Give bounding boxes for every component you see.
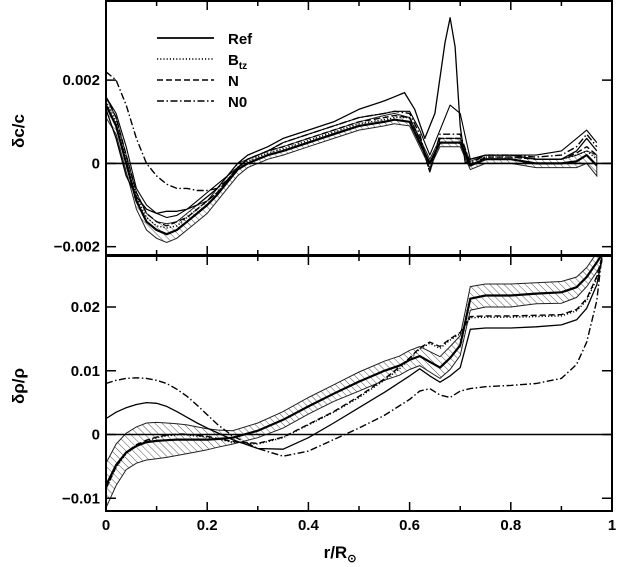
x-tick-label: 0.4: [298, 517, 320, 534]
x-axis-title-sub: ⊙: [347, 553, 356, 565]
y-tick-label: 0.01: [71, 363, 100, 380]
legend-label-text: B: [228, 52, 239, 69]
y-axis-title: δρ/ρ: [9, 368, 28, 404]
series-line-extra-5: [106, 96, 598, 219]
series-line-ref: [106, 104, 598, 236]
y-axis: −0.002 0 0.002: [54, 1, 613, 256]
y-tick-label: −0.01: [62, 490, 100, 507]
x-tick-label: 0: [102, 517, 110, 534]
y-tick-label: 0.02: [71, 299, 100, 316]
legend-label-ref: Ref: [228, 31, 253, 48]
legend-label-n: N: [228, 73, 239, 90]
legend-label-text: N: [228, 73, 239, 90]
x-tick-label: 0.6: [399, 517, 420, 534]
series-line-extra-4: [106, 259, 603, 450]
y-axis-title: δc/c: [9, 114, 28, 148]
y-axis: −0.01 0 0.01 0.02: [62, 299, 612, 507]
legend-label-n0: N0: [228, 94, 247, 111]
x-axis: 0 0.2 0.4 0.6 0.8 1: [102, 256, 616, 534]
legend-label-b: Btz: [228, 52, 247, 72]
series-line-n0: [106, 256, 603, 457]
series-line-n: [106, 257, 603, 489]
x-tick-label: 0.8: [500, 517, 521, 534]
y-tick-label: −0.002: [54, 239, 100, 256]
y-tick-label: 0: [92, 427, 100, 444]
legend-label-text: Ref: [228, 31, 253, 48]
legend-label-subscript: tz: [239, 61, 247, 72]
x-axis-title: r/R⊙: [324, 543, 357, 565]
series-group: [106, 17, 598, 236]
x-tick-label: 0.2: [197, 517, 218, 534]
y-tick-label: 0.002: [62, 72, 100, 89]
y-tick-label: 0: [92, 155, 100, 172]
series-line-btz: [106, 100, 598, 229]
x-tick-label: 1: [608, 517, 616, 534]
series-group: [106, 256, 603, 490]
series-line-ref: [106, 256, 603, 486]
legend-label-text: N0: [228, 94, 247, 111]
series-line-n: [106, 96, 598, 227]
x-axis-title-main: r/R: [324, 543, 348, 562]
